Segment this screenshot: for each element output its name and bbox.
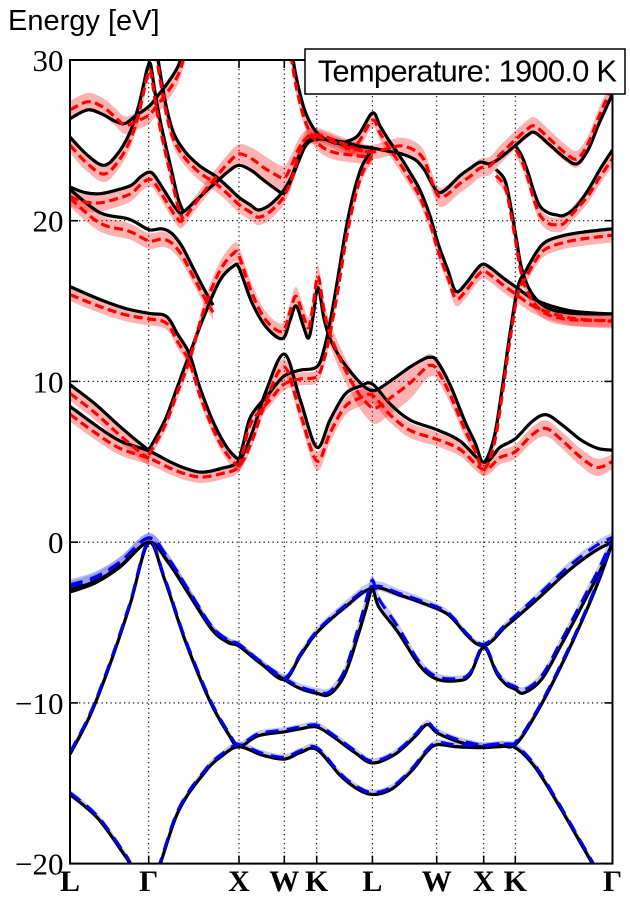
svg-text:−20: −20 xyxy=(15,847,63,882)
svg-text:Γ: Γ xyxy=(139,865,158,898)
svg-text:20: 20 xyxy=(33,204,64,239)
svg-text:−10: −10 xyxy=(15,686,63,721)
svg-text:L: L xyxy=(60,865,80,898)
svg-text:X: X xyxy=(473,865,495,898)
svg-text:30: 30 xyxy=(33,43,64,78)
svg-text:L: L xyxy=(362,865,382,898)
svg-text:Temperature: 1900.0 K: Temperature: 1900.0 K xyxy=(318,54,618,89)
svg-text:Energy [eV]: Energy [eV] xyxy=(8,5,160,37)
svg-text:Γ: Γ xyxy=(603,865,622,898)
svg-text:W: W xyxy=(422,865,452,898)
svg-text:10: 10 xyxy=(33,364,64,399)
svg-text:K: K xyxy=(305,865,329,898)
svg-text:0: 0 xyxy=(48,525,64,560)
svg-text:X: X xyxy=(228,865,250,898)
svg-text:W: W xyxy=(269,865,299,898)
svg-text:K: K xyxy=(504,865,528,898)
